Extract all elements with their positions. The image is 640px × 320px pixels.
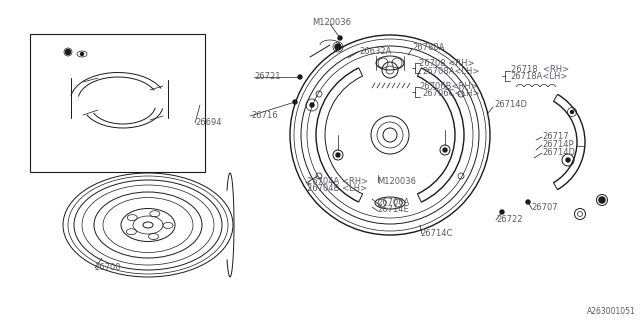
Circle shape xyxy=(293,100,297,104)
Text: 26716: 26716 xyxy=(252,111,278,120)
Circle shape xyxy=(500,210,504,214)
Text: M120036: M120036 xyxy=(312,18,351,27)
Text: 26714D: 26714D xyxy=(494,100,527,109)
Text: 26717: 26717 xyxy=(543,132,570,141)
Text: 26722: 26722 xyxy=(496,215,522,224)
Text: 26718  <RH>: 26718 <RH> xyxy=(511,65,569,74)
Circle shape xyxy=(335,44,341,50)
Text: 26704A <RH>: 26704A <RH> xyxy=(307,177,369,186)
Circle shape xyxy=(81,52,83,55)
Text: 26700: 26700 xyxy=(95,263,121,272)
Text: 26714C: 26714C xyxy=(420,229,453,238)
Text: 26704B <LH>: 26704B <LH> xyxy=(307,184,367,193)
Circle shape xyxy=(599,197,605,203)
Text: 26714P: 26714P xyxy=(543,140,574,149)
Circle shape xyxy=(65,50,70,54)
Circle shape xyxy=(336,153,340,157)
Circle shape xyxy=(570,110,573,114)
Text: 26706B<RH>: 26706B<RH> xyxy=(419,82,478,91)
Text: 26708A<LH>: 26708A<LH> xyxy=(422,67,480,76)
Text: 26706C<LH>: 26706C<LH> xyxy=(422,89,480,98)
Text: 26694: 26694 xyxy=(195,118,221,127)
Circle shape xyxy=(310,103,314,107)
Text: 26714E: 26714E xyxy=(378,205,410,214)
Text: 26721: 26721 xyxy=(255,72,281,81)
Circle shape xyxy=(298,75,302,79)
Text: 26707: 26707 xyxy=(531,203,558,212)
Text: 26706A: 26706A xyxy=(378,198,410,207)
Text: M120036: M120036 xyxy=(378,177,417,186)
Text: 26632A: 26632A xyxy=(360,47,392,56)
Circle shape xyxy=(566,158,570,162)
Circle shape xyxy=(338,36,342,40)
Text: 26714D: 26714D xyxy=(543,148,576,157)
Circle shape xyxy=(443,148,447,152)
Text: 26788A: 26788A xyxy=(412,43,445,52)
Text: 26708 <RH>: 26708 <RH> xyxy=(419,60,475,68)
Circle shape xyxy=(526,200,530,204)
Bar xyxy=(30,34,205,172)
Text: 26718A<LH>: 26718A<LH> xyxy=(511,72,568,81)
Text: A263001051: A263001051 xyxy=(588,307,636,316)
